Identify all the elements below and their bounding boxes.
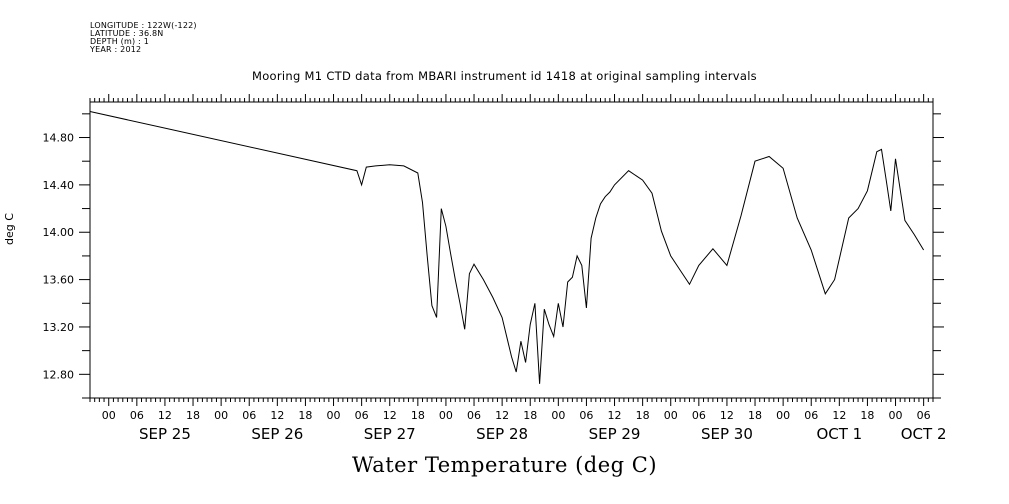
year-text: YEAR : 2012	[90, 45, 142, 54]
longitude-text: LONGITUDE : 122W(-122)	[90, 21, 197, 30]
x-hour-tick-label: 12	[608, 409, 622, 422]
x-hour-tick-label: 18	[860, 409, 874, 422]
y-tick-label: 13.60	[43, 274, 75, 287]
x-hour-tick-label: 18	[411, 409, 425, 422]
y-tick-label: 12.80	[43, 368, 75, 381]
x-hour-tick-label: 00	[889, 409, 903, 422]
x-day-tick-label: SEP 26	[251, 425, 303, 443]
x-hour-tick-label: 06	[917, 409, 931, 422]
x-hour-tick-label: 00	[214, 409, 228, 422]
x-hour-tick-label: 06	[692, 409, 706, 422]
x-hour-tick-label: 12	[270, 409, 284, 422]
x-day-tick-label: OCT 2	[901, 425, 947, 443]
depth-text: DEPTH (m) : 1	[90, 37, 149, 46]
x-hour-tick-label: 06	[579, 409, 593, 422]
x-hour-tick-label: 00	[102, 409, 116, 422]
x-hour-tick-label: 00	[327, 409, 341, 422]
y-tick-label: 14.40	[43, 179, 75, 192]
x-hour-tick-label: 00	[776, 409, 790, 422]
x-hour-tick-label: 06	[130, 409, 144, 422]
x-day-tick-label: SEP 30	[701, 425, 753, 443]
latitude-text: LATITUDE : 36.8N	[90, 29, 164, 38]
x-hour-tick-label: 12	[158, 409, 172, 422]
x-hour-tick-label: 06	[242, 409, 256, 422]
x-hour-tick-label: 18	[298, 409, 312, 422]
x-hour-tick-label: 12	[720, 409, 734, 422]
x-day-tick-label: SEP 28	[476, 425, 528, 443]
tick-labels: 00 06 12 18 00 06 12 18 00 06 12 18 00 06 12 18 00 06 12 18…	[43, 132, 947, 443]
x-hour-tick-label: 06	[355, 409, 369, 422]
x-hour-tick-label: 18	[523, 409, 537, 422]
x-hour-tick-label: 00	[439, 409, 453, 422]
plot-frame	[89, 101, 934, 399]
x-hour-tick-label: 18	[186, 409, 200, 422]
temperature-series-line	[89, 111, 925, 384]
y-tick-label: 14.80	[43, 132, 75, 145]
x-hour-tick-label: 06	[804, 409, 818, 422]
x-hour-tick-label: 12	[383, 409, 397, 422]
x-day-tick-label: OCT 1	[816, 425, 862, 443]
x-axis-label: Water Temperature (deg C)	[351, 453, 658, 477]
x-day-tick-label: SEP 29	[589, 425, 641, 443]
chart-title: Mooring M1 CTD data from MBARI instrumen…	[252, 69, 757, 83]
x-hour-tick-label: 00	[664, 409, 678, 422]
x-day-tick-label: SEP 25	[139, 425, 191, 443]
x-day-tick-label: SEP 27	[364, 425, 416, 443]
x-hour-tick-label: 12	[495, 409, 509, 422]
x-hour-tick-label: 06	[467, 409, 481, 422]
x-hour-tick-label: 18	[636, 409, 650, 422]
tick-marks	[79, 94, 944, 406]
x-hour-tick-label: 12	[832, 409, 846, 422]
x-hour-tick-label: 18	[748, 409, 762, 422]
y-tick-label: 14.00	[43, 226, 75, 239]
y-tick-label: 13.20	[43, 321, 75, 334]
x-hour-tick-label: 00	[551, 409, 565, 422]
